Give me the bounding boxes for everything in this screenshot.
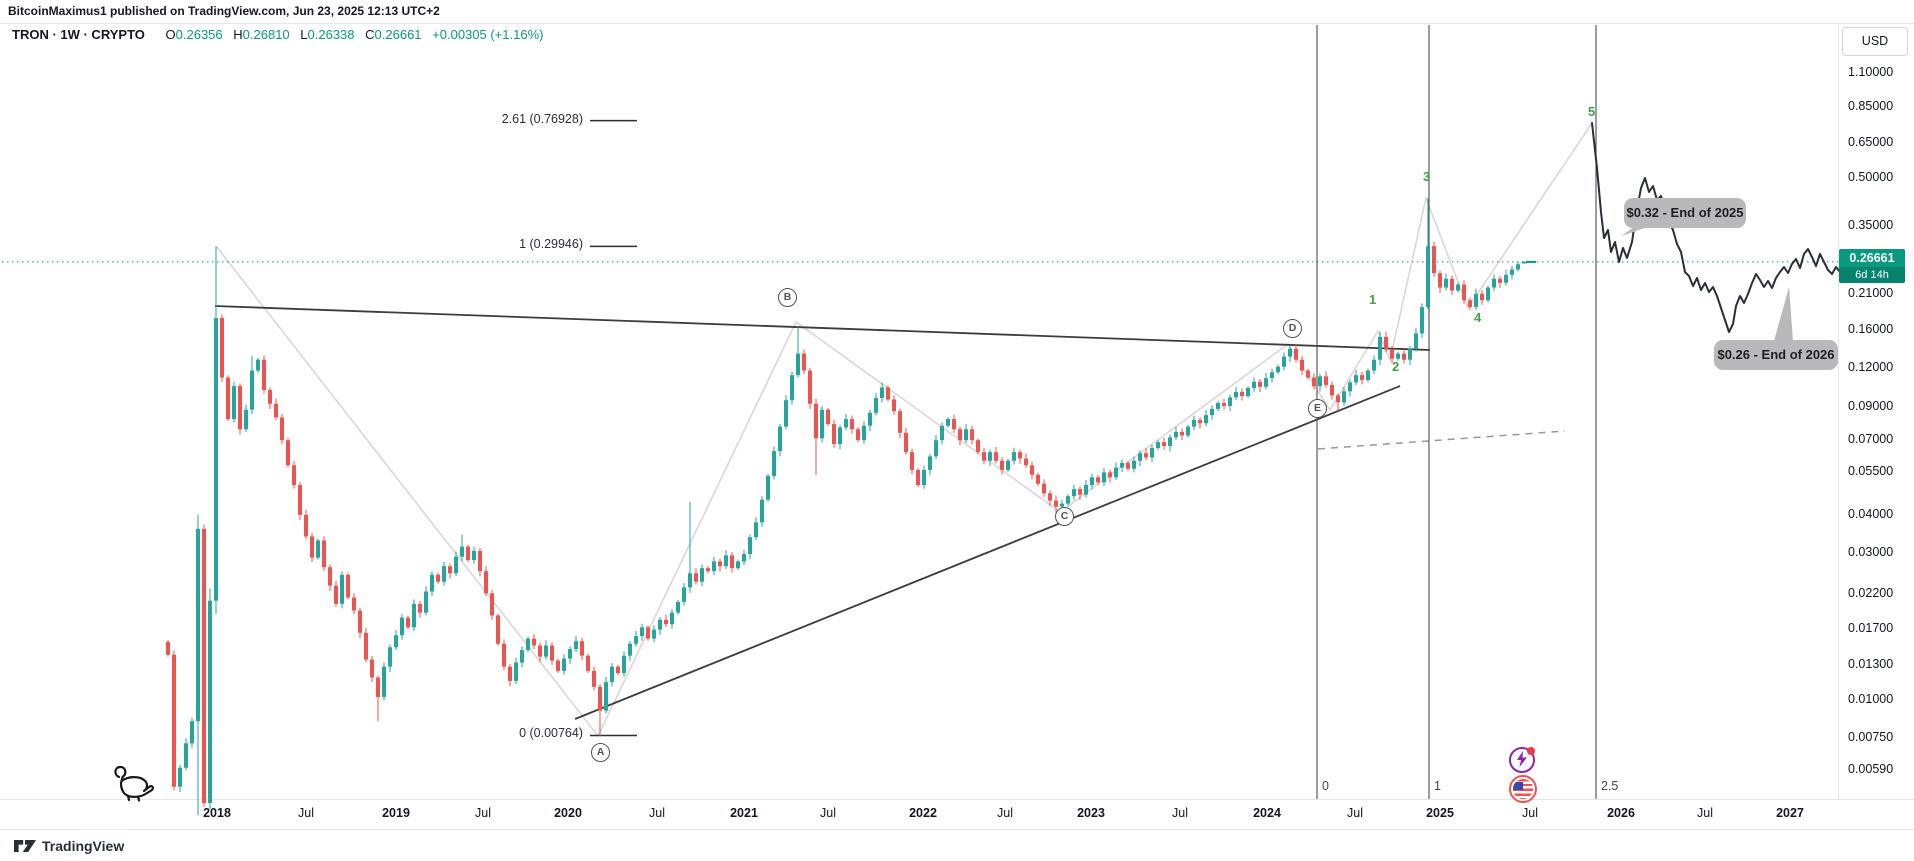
notification-dot: [1527, 747, 1535, 755]
time-axis-border: [0, 799, 1914, 800]
tradingview-logo-icon: [14, 840, 36, 852]
price-axis-border: [1838, 23, 1839, 799]
dashed-trendline[interactable]: [1317, 430, 1566, 450]
flag-canton: [1513, 782, 1523, 790]
footer-divider: [0, 829, 1914, 830]
lower-trendline[interactable]: [574, 385, 1401, 720]
publisher-line: BitcoinMaximus1 published on TradingView…: [8, 4, 440, 18]
ohlc-high-key: H: [233, 27, 243, 42]
tradingview-watermark[interactable]: TradingView: [14, 838, 124, 854]
price-change: +0.00305 (+1.16%): [432, 27, 544, 42]
wave-connector-path: [215, 122, 1593, 738]
last-price-value: 0.26661: [1849, 250, 1895, 265]
lightning-bolt-icon: [1517, 751, 1527, 767]
ohlc-low-value: 0.26338: [307, 27, 355, 42]
pane-top-border: [0, 23, 1914, 24]
ohlc-close-value: 0.26661: [374, 27, 422, 42]
flag-stripes: [1513, 779, 1533, 799]
symbol-title: TRON · 1W · CRYPTO: [12, 27, 145, 42]
bar-countdown: 6d 14h: [1839, 266, 1905, 283]
last-price-badge: 0.26661 6d 14h: [1839, 248, 1905, 283]
dinosaur-doodle-icon[interactable]: [110, 763, 156, 803]
upper-trendline[interactable]: [214, 305, 1431, 351]
ohlc-open-key: O: [165, 27, 176, 42]
callout-tail-1: [1774, 287, 1793, 341]
ohlc-open-value: 0.26356: [175, 27, 223, 42]
callout-tail-0: [1621, 227, 1648, 236]
symbol-legend[interactable]: TRON · 1W · CRYPTO O0.26356 H0.26810 L0.…: [12, 27, 543, 42]
ohlc-high-value: 0.26810: [242, 27, 290, 42]
currency-usd-button[interactable]: USD: [1842, 27, 1908, 56]
ohlc-close-key: C: [365, 27, 375, 42]
brand-name: TradingView: [42, 838, 125, 854]
us-flag-event-icon[interactable]: [1509, 775, 1537, 803]
forecast-projection-path[interactable]: [1591, 122, 1841, 333]
candles: [166, 198, 1526, 816]
event-lightning-icon[interactable]: [1509, 747, 1535, 773]
ohlc-low-key: L: [300, 27, 308, 42]
